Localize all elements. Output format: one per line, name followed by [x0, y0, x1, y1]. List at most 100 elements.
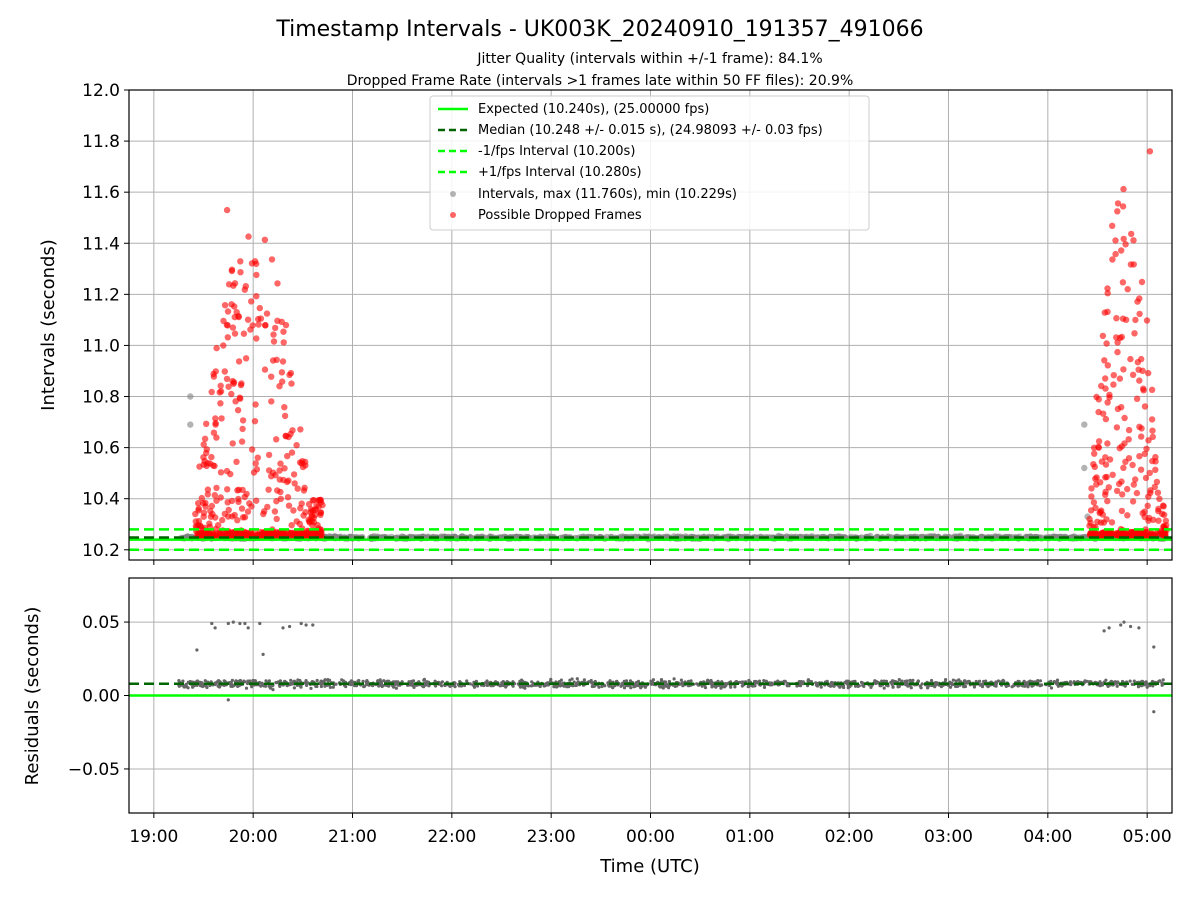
residual-point — [349, 682, 353, 686]
residual-point — [1137, 626, 1141, 630]
x-axis-label: Time (UTC) — [599, 856, 700, 877]
dropped-frame-point — [1103, 516, 1110, 523]
dropped-frame-point — [1124, 286, 1131, 293]
residual-point — [667, 686, 671, 690]
residual-point — [472, 685, 477, 689]
dropped-frame-point — [212, 525, 219, 533]
residual-point — [195, 648, 199, 652]
dropped-frame-point — [200, 509, 208, 516]
dropped-frame-point — [1153, 478, 1161, 486]
dropped-frame-point — [208, 453, 215, 461]
dropped-frame-point — [274, 317, 281, 324]
residual-point — [905, 681, 909, 685]
dropped-frame-point — [1098, 382, 1105, 390]
dropped-frame-point — [201, 435, 209, 442]
dropped-frame-point — [269, 357, 277, 364]
dropped-frame-point — [1118, 478, 1125, 485]
residual-point — [930, 678, 934, 683]
dropped-frame-point — [211, 492, 218, 499]
residual-point — [361, 679, 365, 683]
x-tick-label: 03:00 — [924, 827, 973, 847]
dropped-frame-point — [1124, 512, 1131, 519]
dropped-frame-point — [240, 330, 248, 337]
dropped-frame-point — [1155, 517, 1162, 524]
residual-point — [292, 679, 296, 683]
residual-point — [289, 678, 293, 682]
dropped-frame-point — [1135, 366, 1142, 373]
dropped-frame-point — [249, 322, 256, 329]
dropped-frame-point — [1120, 464, 1127, 471]
dropped-frame-point — [1133, 489, 1141, 497]
residual-point — [1152, 710, 1156, 714]
dropped-frame-point — [1144, 502, 1151, 509]
legend-dropped-label: Possible Dropped Frames — [478, 208, 642, 223]
x-tick-label: 00:00 — [626, 827, 675, 847]
dropped-frame-point — [248, 503, 255, 510]
dropped-frame-point — [284, 494, 292, 501]
dropped-frame-point — [203, 446, 210, 453]
dropped-frame-point — [221, 302, 229, 309]
dropped-frame-point — [1101, 357, 1108, 364]
top-y-axis: 10.2 10.4 10.6 10.8 11.0 11.2 11.4 11.6 11.8 12.0 — [82, 81, 129, 561]
residual-point — [558, 680, 562, 684]
dropped-frame-point — [1146, 148, 1154, 155]
dropped-frame-point — [208, 502, 216, 510]
residual-point — [686, 679, 691, 684]
residual-point — [954, 679, 958, 683]
dropped-frame-point — [1119, 315, 1127, 322]
dropped-frame-point — [1087, 507, 1095, 514]
dropped-frame-point — [212, 531, 219, 539]
dropped-frame-point — [1141, 450, 1149, 458]
residual-point — [624, 679, 629, 683]
residual-point — [304, 681, 308, 685]
residual-point — [315, 678, 319, 683]
dropped-frame-point — [1161, 511, 1168, 518]
dropped-frame-point — [251, 258, 259, 265]
residual-point — [377, 684, 381, 688]
legend-plus-label: +1/fps Interval (10.280s) — [478, 165, 642, 180]
dropped-frame-point — [220, 342, 227, 349]
residual-point — [1038, 679, 1043, 683]
dropped-frame-point — [1122, 458, 1129, 465]
dropped-frame-point — [281, 465, 288, 472]
dropped-frame-point — [248, 446, 256, 453]
residual-point — [629, 686, 633, 690]
dropped-frame-point — [1130, 237, 1137, 244]
residual-point — [238, 621, 242, 626]
dropped-frame-point — [1140, 385, 1147, 392]
residual-point — [920, 682, 924, 686]
dropped-frame-point — [243, 490, 250, 498]
dropped-frame-point — [1154, 489, 1162, 496]
dropped-frame-point — [268, 473, 275, 480]
residual-point — [203, 684, 208, 688]
residual-point — [733, 685, 737, 689]
dropped-frame-point — [310, 496, 317, 504]
residual-point — [1107, 626, 1111, 630]
dropped-frame-point — [1120, 185, 1127, 193]
residual-point — [340, 678, 344, 682]
residual-point — [762, 679, 766, 683]
interval-point — [187, 393, 194, 400]
dropped-frame-point — [1102, 415, 1110, 423]
residual-point — [740, 680, 745, 684]
dropped-frame-point — [1130, 481, 1138, 488]
dropped-frame-point — [241, 514, 249, 521]
dropped-frame-point — [293, 518, 300, 525]
dropped-frame-point — [1118, 507, 1126, 515]
chart-subtitle-jitter: Jitter Quality (intervals within +/-1 fr… — [476, 51, 822, 67]
residual-point — [237, 679, 241, 684]
residual-point — [292, 686, 296, 690]
dropped-frame-point — [224, 334, 231, 341]
dropped-frame-point — [1092, 475, 1099, 482]
interval-point — [187, 421, 194, 428]
residual-point — [448, 684, 452, 689]
top-y-axis-label: Intervals (seconds) — [38, 239, 59, 411]
dropped-frame-point — [1103, 340, 1110, 347]
residual-point — [394, 680, 398, 684]
dropped-frame-point — [257, 315, 265, 322]
residual-point — [328, 678, 332, 682]
residual-point — [996, 679, 1001, 683]
residual-point — [600, 684, 604, 689]
dropped-frame-point — [225, 281, 233, 288]
